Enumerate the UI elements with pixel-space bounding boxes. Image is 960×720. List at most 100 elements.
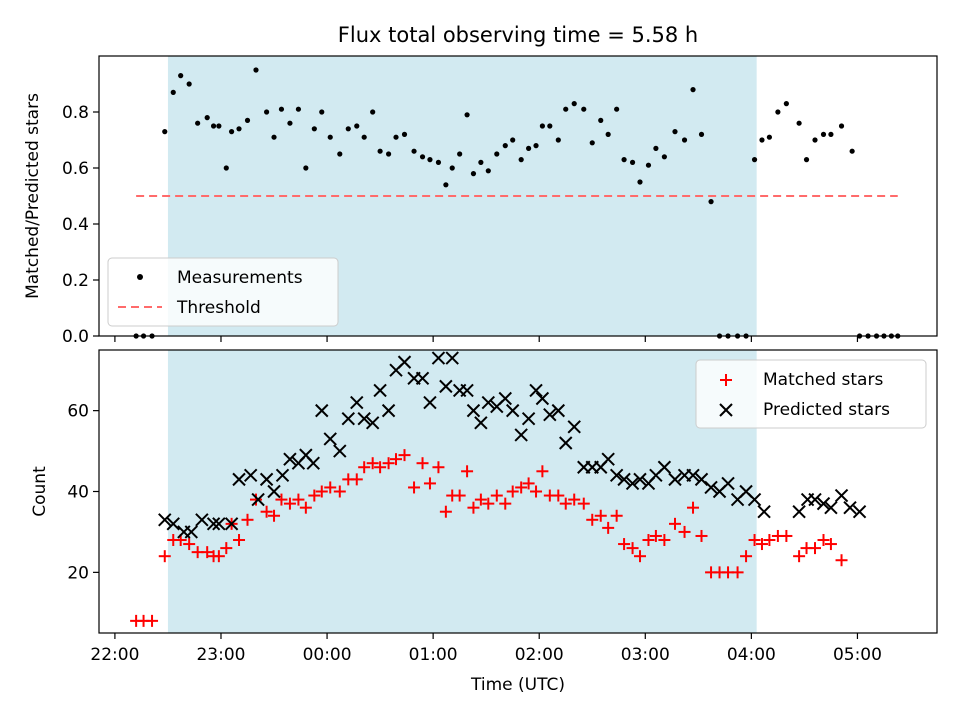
predicted-star-marker [757,505,771,519]
measurement-point [311,126,317,132]
measurement-point [210,123,217,129]
matched-star-marker [453,489,466,502]
matched-star-marker [374,461,387,474]
top-x-ticks [114,336,859,342]
measurement-point [690,87,696,93]
measurement-point [470,171,477,177]
measurement-point [195,120,201,126]
matched-star-marker [658,534,671,547]
predicted-star-marker [267,484,281,499]
top-plot-frame [98,55,938,337]
matched-star-marker [817,534,830,547]
predicted-star-marker [498,391,512,406]
measurement-point [766,134,773,140]
predicted-star-marker [816,496,831,511]
matched-star-marker [366,457,379,470]
measurement-point [547,123,553,129]
measurement-point [327,134,333,140]
matched-star-marker [755,538,768,551]
matched-star-marker [439,505,452,518]
predicted-star-marker [423,395,437,410]
measurement-point [681,137,688,143]
y-tick-label: 60 [67,402,89,422]
matched-star-marker [568,493,581,506]
matched-star-marker [146,614,159,627]
matched-star-marker [461,465,474,478]
measurement-point [295,106,302,112]
measurement-point [244,117,251,123]
predicted-star-marker [514,428,528,442]
bottom-plot-frame [98,349,938,634]
observing-window-shading [167,350,757,633]
measurement-point [287,120,293,126]
matched-star-marker [763,534,776,547]
predicted-star-marker [521,412,536,426]
matched-star-marker [610,509,623,522]
measurement-point [170,89,176,95]
measurement-point [828,131,834,137]
y-tick-label: 0.4 [62,215,89,235]
predicted-star-marker [206,517,221,531]
bottom-panel: 20 40 60 22:00 23:00 00:00 01:00 02:00 03:00 04:… [30,349,938,695]
measurement-point [253,67,259,73]
measurement-point [629,159,636,165]
y-tick-label: 0.0 [62,327,89,347]
predicted-star-marker [381,403,396,418]
x-tick-label: 22:00 [90,645,139,665]
predicted-star-marker [306,456,320,470]
predicted-star-marker [535,391,550,406]
predicted-star-marker [704,480,718,495]
predicted-star-marker [333,444,347,458]
predicted-star-marker [373,383,387,398]
predicted-star-markers [158,351,867,539]
measurement-point [661,154,667,160]
measurement-point [264,109,270,115]
predicted-star-marker [694,472,709,487]
measurement-point [751,157,758,163]
predicted-star-marker [657,460,672,474]
predicted-star-marker [617,472,631,487]
matched-star-marker [474,493,487,506]
matched-star-marker [793,550,806,563]
matched-star-marker [233,534,246,547]
predicted-star-marker [212,517,226,531]
legend-predicted-label: Predicted stars [763,400,890,420]
matched-star-marker [780,529,793,542]
measurement-point [621,157,627,163]
x-tick-label: 00:00 [303,645,352,665]
matched-star-marker [731,566,744,579]
measurement-point [411,148,417,154]
matched-star-marker [626,542,639,555]
matched-star-marker [530,485,543,498]
top-panel: 0.00.20.40.60.8 Matched/Predicted stars … [23,55,938,347]
predicted-star-marker [460,383,474,398]
measurement-point [563,106,569,112]
matched-star-marker [740,550,753,563]
predicted-star-marker [341,412,355,426]
matched-star-marker [506,485,519,498]
matched-star-marker [467,501,480,514]
predicted-star-marker [283,452,297,466]
matched-star-marker [748,534,761,547]
predicted-star-marker [625,476,640,491]
measurement-point [435,159,442,165]
measurement-point [337,151,343,157]
measurement-point [526,145,532,151]
measurement-point [645,162,652,168]
measurement-point [533,143,539,149]
measurement-point [637,179,643,185]
measurement-point [571,101,577,107]
legend-matched-marker [720,374,732,386]
measurement-point [605,131,611,137]
predicted-star-marker [243,468,258,483]
predicted-star-marker [350,395,364,410]
measurement-point [345,126,351,132]
x-tick-label: 23:00 [196,645,245,665]
measurement-point [271,134,277,140]
predicted-star-marker [195,513,209,527]
matched-star-marker [649,529,662,542]
measurement-point [485,168,491,174]
matched-star-marker [212,550,225,563]
measurement-point [698,131,705,137]
measurement-point [223,165,229,171]
